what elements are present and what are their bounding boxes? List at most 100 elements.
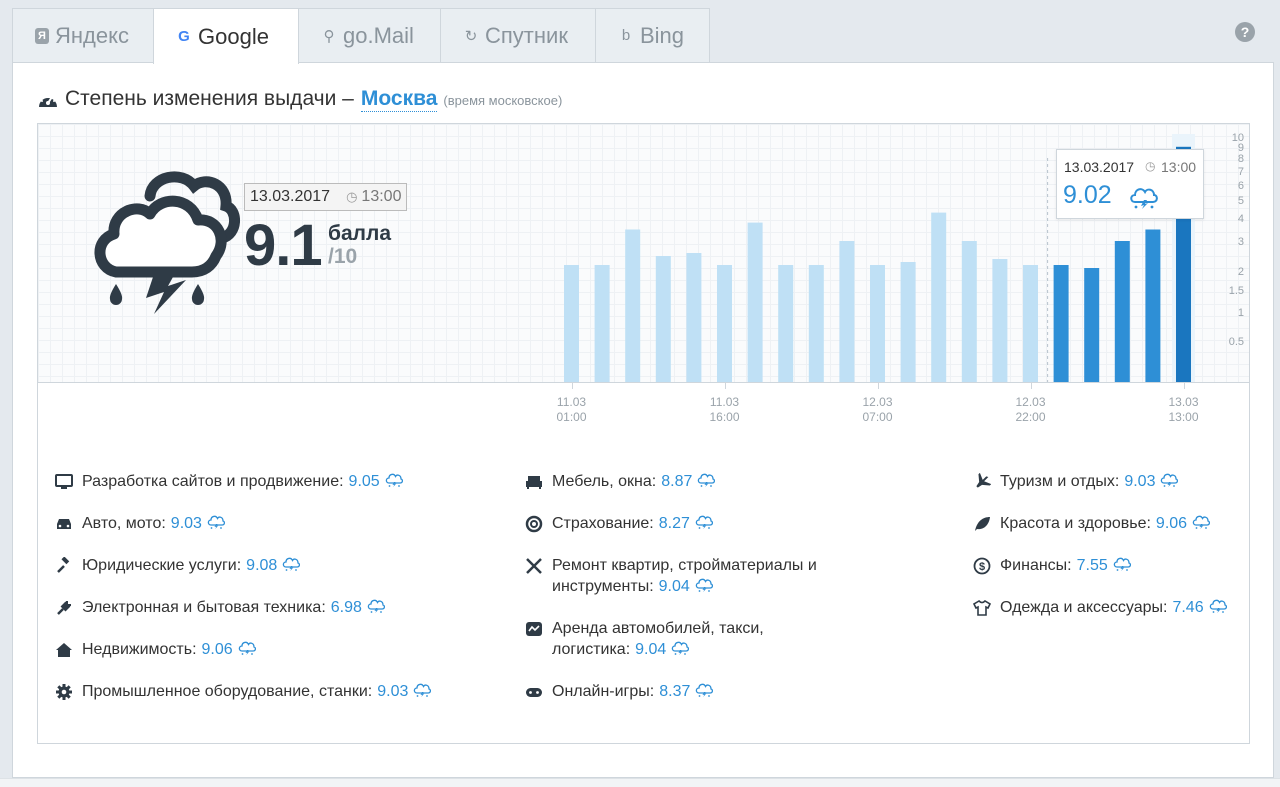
chart-bar[interactable] bbox=[1053, 265, 1069, 383]
tab-sputnik[interactable]: ↻ Спутник bbox=[440, 8, 596, 62]
tab-yandex[interactable]: Я Яндекс bbox=[12, 8, 154, 62]
leaf-icon bbox=[973, 515, 991, 533]
category-item[interactable]: Красота и здоровье: 9.06 bbox=[973, 513, 1211, 534]
category-item[interactable]: Страхование: 8.27 bbox=[525, 513, 713, 534]
y-tick-label: 1.5 bbox=[1229, 285, 1244, 297]
chart-bar[interactable] bbox=[717, 265, 732, 383]
storm-cloud-icon bbox=[695, 578, 713, 592]
category-item[interactable]: Мебель, окна: 8.87 bbox=[525, 471, 716, 492]
category-item[interactable]: Авто, мото: 9.03 bbox=[55, 513, 225, 534]
category-item[interactable]: Промышленное оборудование, станки: 9.03 bbox=[55, 681, 432, 702]
chart-bar[interactable] bbox=[961, 241, 977, 383]
car-icon bbox=[55, 515, 73, 533]
category-item[interactable]: Недвижимость: 9.06 bbox=[55, 639, 256, 660]
chart-bar[interactable] bbox=[625, 229, 641, 384]
storm-cloud-icon bbox=[385, 473, 403, 487]
category-item[interactable]: $ Финансы: 7.55 bbox=[973, 555, 1131, 576]
chart-bar[interactable] bbox=[686, 253, 702, 383]
chart-bar[interactable] bbox=[870, 265, 885, 383]
category-item[interactable]: Аренда автомобилей, такси, логистика: 9.04 bbox=[525, 618, 764, 660]
category-text: Онлайн-игры: 8.37 bbox=[552, 681, 714, 702]
chart-container: 13.03.2017 ◷ 13:00 9.1 балла /10 10 9 8 7 6 5… bbox=[37, 123, 1250, 744]
category-item[interactable]: Ремонт квартир, стройматериалы и инструме… bbox=[525, 555, 817, 597]
tab-gomail[interactable]: ⚲ go.Mail bbox=[298, 8, 441, 62]
storm-cloud-icon bbox=[94, 171, 240, 314]
chart-bar[interactable] bbox=[1145, 229, 1161, 384]
chart-bar[interactable] bbox=[839, 241, 855, 383]
category-item[interactable]: Одежда и аксессуары: 7.46 bbox=[973, 597, 1227, 618]
chart-bar[interactable] bbox=[1114, 241, 1130, 383]
clock-icon: ◷ bbox=[1145, 159, 1156, 173]
category-value: 9.03 bbox=[1124, 473, 1156, 490]
category-label: Юридические услуги: bbox=[82, 557, 242, 574]
chart-bar[interactable] bbox=[900, 262, 916, 383]
chart-bar[interactable] bbox=[931, 212, 947, 383]
chart-bar[interactable] bbox=[655, 256, 671, 383]
category-text: Аренда автомобилей, такси, логистика: 9.04 bbox=[552, 618, 764, 660]
chart-tooltip: 13.03.2017 ◷ 13:00 9.02 bbox=[1056, 149, 1204, 219]
tab-label: Google bbox=[198, 23, 269, 49]
category-value: 8.87 bbox=[661, 473, 693, 490]
category-label: Онлайн-игры: bbox=[552, 683, 655, 700]
y-tick-label: 0.5 bbox=[1229, 336, 1244, 348]
category-text: Туризм и отдых: 9.03 bbox=[1000, 471, 1179, 492]
title-text: Степень изменения выдачи – bbox=[65, 87, 354, 110]
category-value: 9.04 bbox=[658, 578, 690, 595]
y-tick-label: 9 bbox=[1238, 142, 1244, 154]
chart-bar[interactable] bbox=[1023, 265, 1038, 383]
chart-bar[interactable] bbox=[594, 265, 610, 383]
footer-strip bbox=[0, 778, 1280, 787]
chart-bar[interactable] bbox=[1084, 268, 1100, 383]
y-tick-label: 10 bbox=[1232, 132, 1244, 144]
storm-cloud-icon bbox=[698, 473, 716, 487]
city-selector[interactable]: Москва bbox=[360, 87, 438, 112]
tools-icon bbox=[525, 557, 543, 575]
sputnik-icon: ↻ bbox=[464, 27, 478, 45]
chart-bar[interactable] bbox=[808, 265, 824, 383]
category-item[interactable]: Электронная и бытовая техника: 6.98 bbox=[55, 597, 385, 618]
category-label: Финансы: bbox=[1000, 557, 1072, 574]
chart-bar[interactable] bbox=[992, 259, 1008, 383]
category-label: Страхование: bbox=[552, 515, 654, 532]
storm-cloud-icon bbox=[414, 683, 432, 697]
chart-area: 13.03.2017 ◷ 13:00 9.1 балла /10 10 9 8 7 6 5… bbox=[38, 124, 1249, 383]
category-text: Мебель, окна: 8.87 bbox=[552, 471, 716, 492]
dollar-icon: $ bbox=[973, 557, 991, 575]
chart-bar[interactable] bbox=[778, 265, 794, 383]
chart-bar[interactable] bbox=[747, 222, 763, 383]
google-icon: G bbox=[178, 28, 190, 45]
category-value: 9.04 bbox=[635, 641, 667, 658]
category-label: Разработка сайтов и продвижение: bbox=[82, 473, 344, 490]
home-icon bbox=[55, 641, 73, 659]
category-label-line2: логистика: bbox=[552, 641, 631, 658]
category-item[interactable]: Туризм и отдых: 9.03 bbox=[973, 471, 1179, 492]
x-tick-label: 11.03 16:00 bbox=[695, 395, 755, 425]
category-value: 8.27 bbox=[658, 515, 690, 532]
category-label-line2: инструменты: bbox=[552, 578, 654, 595]
storm-cloud-icon bbox=[1209, 599, 1227, 613]
category-label: Красота и здоровье: bbox=[1000, 515, 1151, 532]
tooltip-date: 13.03.2017 bbox=[1064, 159, 1135, 175]
category-item[interactable]: Юридические услуги: 9.08 bbox=[55, 555, 301, 576]
tab-google[interactable]: G Google bbox=[153, 8, 299, 64]
storm-cloud-icon bbox=[695, 515, 713, 529]
search-engine-tabs: Я Яндекс G Google ⚲ go.Mail ↻ Спутник b … bbox=[12, 8, 710, 64]
chart-bar[interactable] bbox=[564, 265, 579, 383]
category-item[interactable]: Онлайн-игры: 8.37 bbox=[525, 681, 714, 702]
category-item[interactable]: Разработка сайтов и продвижение: 9.05 bbox=[55, 471, 403, 492]
storm-cloud-icon bbox=[672, 641, 690, 655]
category-value: 7.46 bbox=[1172, 599, 1204, 616]
x-tick-label: 12.03 07:00 bbox=[848, 395, 908, 425]
category-text: Ремонт квартир, стройматериалы и инструме… bbox=[552, 555, 817, 597]
category-text: Юридические услуги: 9.08 bbox=[82, 555, 301, 576]
x-tick-time: 16:00 bbox=[709, 410, 740, 424]
tab-bing[interactable]: b Bing bbox=[595, 8, 710, 62]
category-text: Красота и здоровье: 9.06 bbox=[1000, 513, 1211, 534]
storm-cloud-icon bbox=[367, 599, 385, 613]
category-text: Финансы: 7.55 bbox=[1000, 555, 1131, 576]
current-datetime: 13.03.2017 ◷ 13:00 bbox=[244, 183, 408, 211]
y-tick-label: 2 bbox=[1238, 266, 1244, 278]
y-tick-label: 4 bbox=[1238, 213, 1244, 225]
storm-cloud-icon bbox=[1113, 557, 1131, 571]
help-icon[interactable]: ? bbox=[1235, 22, 1255, 42]
